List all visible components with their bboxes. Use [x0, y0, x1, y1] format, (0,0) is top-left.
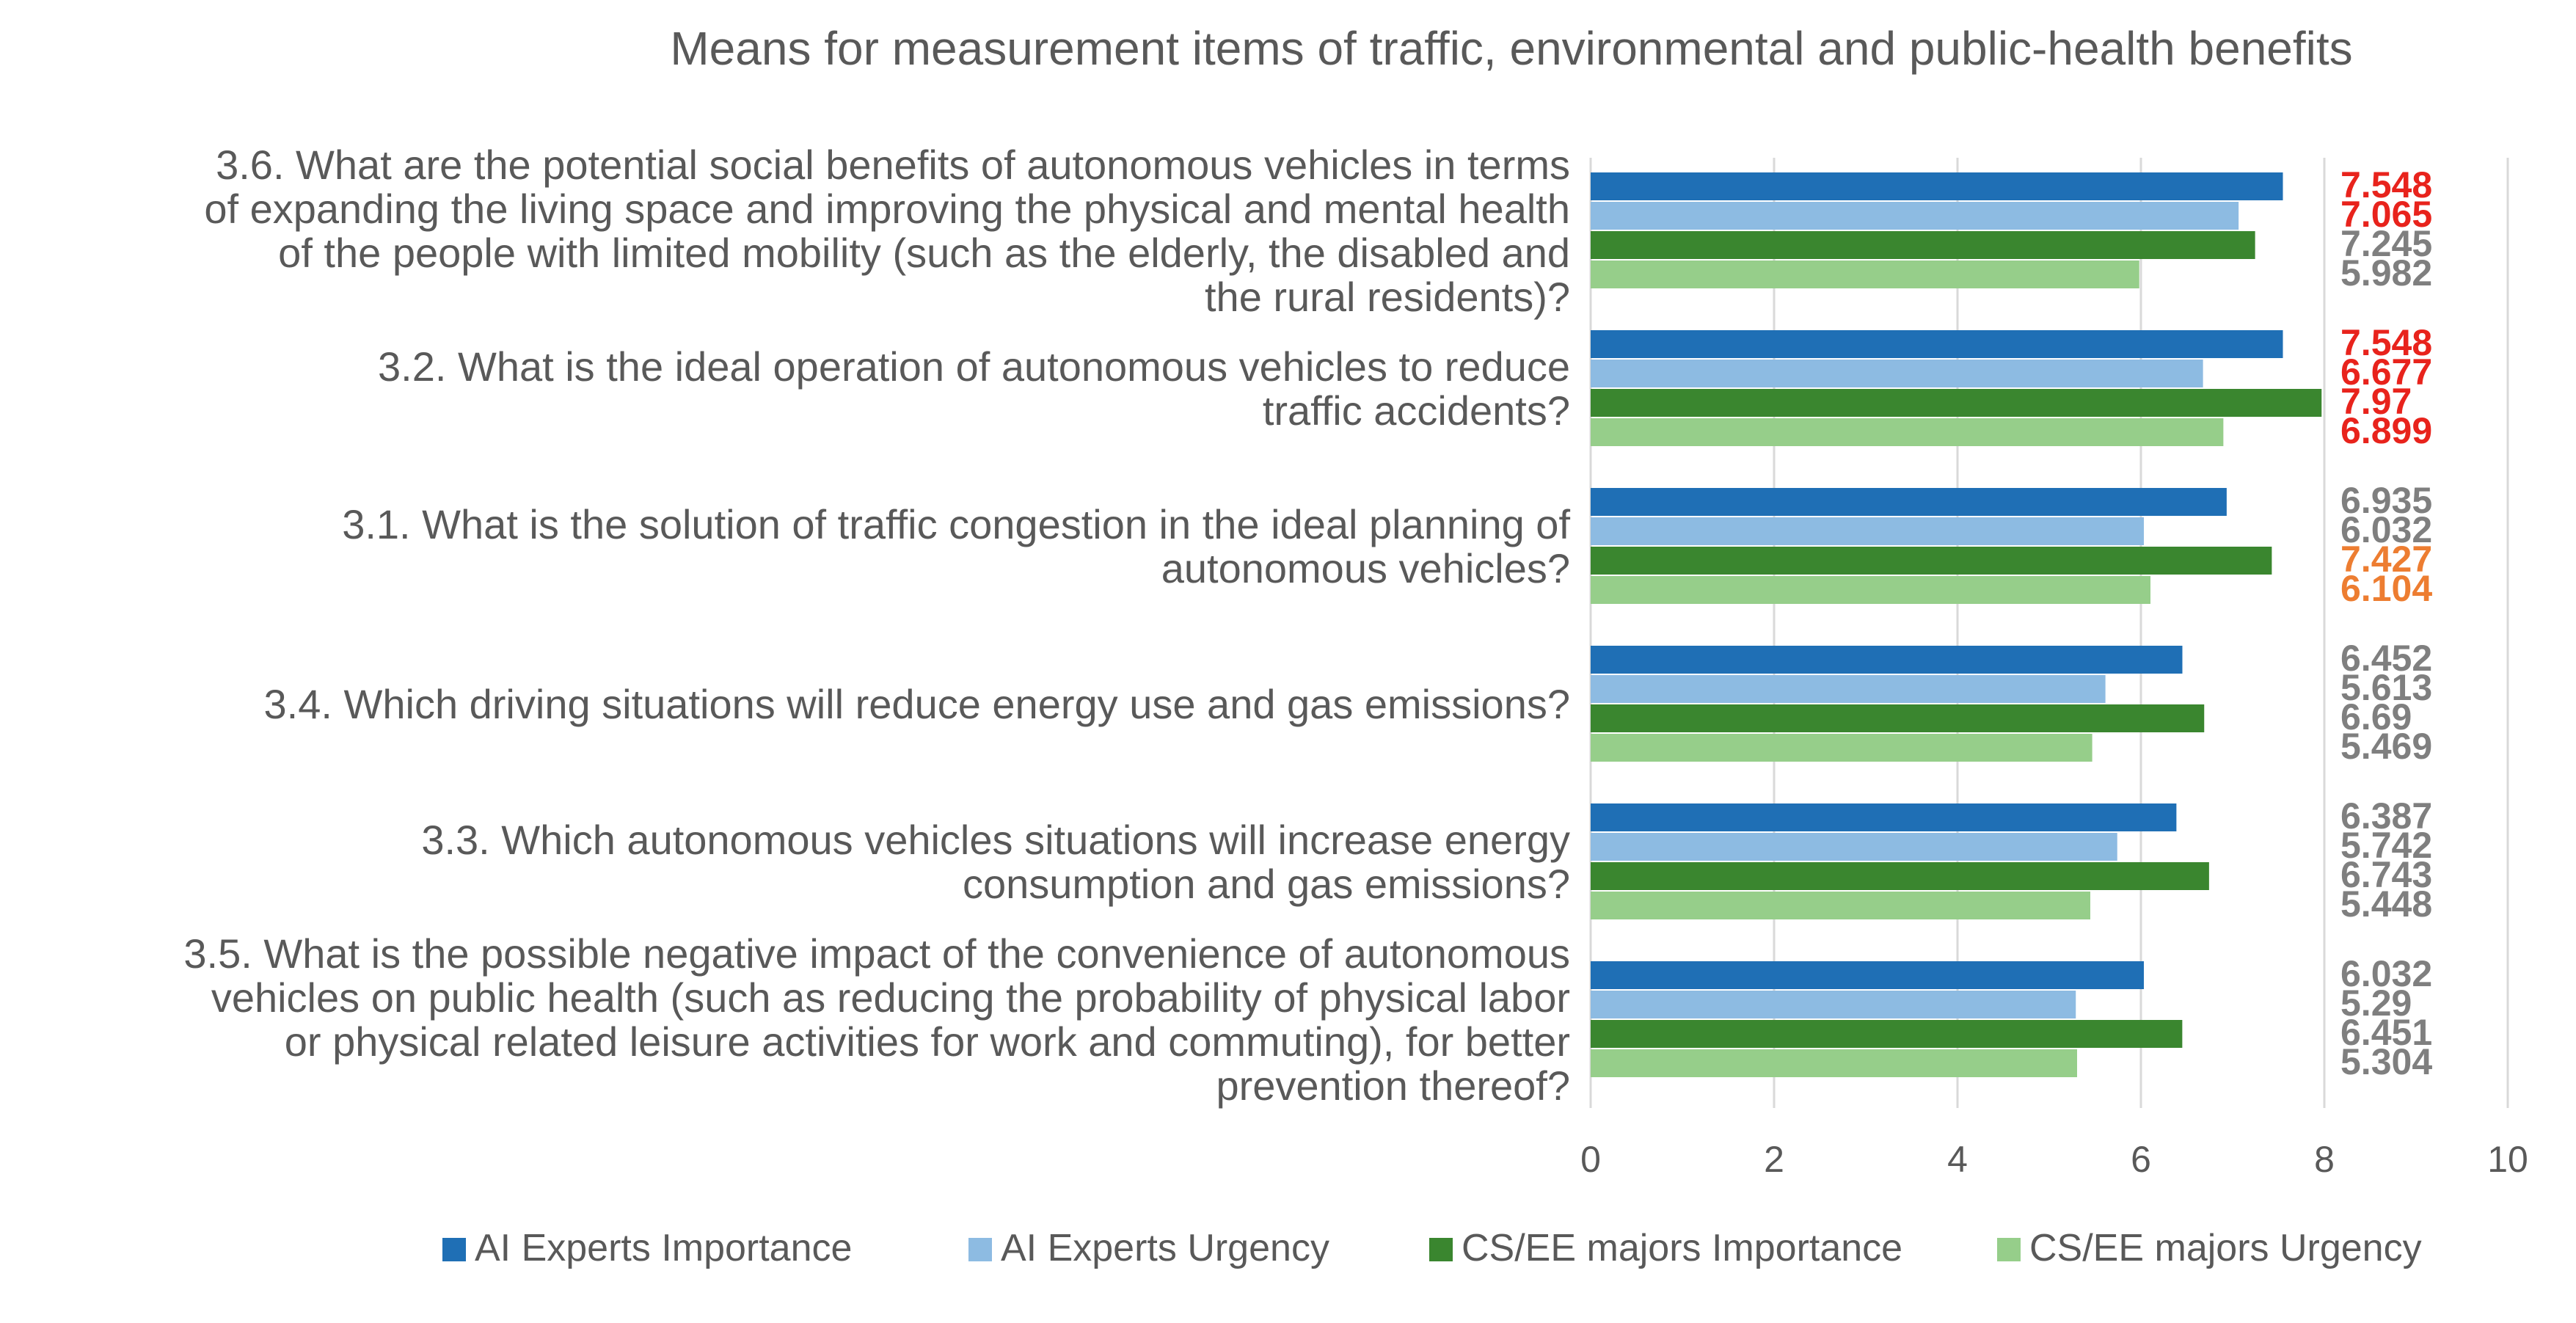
- data-label: 5.982: [2340, 252, 2432, 294]
- x-tick-label: 10: [2487, 1139, 2528, 1180]
- bar: [1591, 1049, 2077, 1077]
- category-label: prevention thereof?: [1216, 1063, 1570, 1109]
- category-label: 3.2. What is the ideal operation of auto…: [378, 343, 1570, 390]
- legend-label: AI Experts Importance: [475, 1227, 852, 1269]
- legend: AI Experts Importance AI Experts Urgency C…: [442, 1227, 2422, 1269]
- bar: [1591, 961, 2144, 989]
- x-tick-label: 4: [1947, 1139, 1968, 1180]
- category-label: traffic accidents?: [1263, 387, 1570, 434]
- bar: [1591, 862, 2209, 890]
- legend-swatch: [968, 1238, 992, 1261]
- data-label: 7.548: [2340, 164, 2432, 205]
- legend-swatch: [1997, 1238, 2021, 1261]
- data-label: 6.69: [2340, 696, 2412, 737]
- bar: [1591, 833, 2117, 861]
- data-label: 6.451: [2340, 1012, 2432, 1053]
- bar: [1591, 517, 2144, 545]
- category-label: 3.3. Which autonomous vehicles situation…: [421, 817, 1570, 863]
- x-axis: 0 2 4 6 8 10: [1580, 1139, 2528, 1180]
- bar: [1591, 172, 2283, 200]
- bar: [1591, 1020, 2183, 1048]
- data-label: 7.548: [2340, 322, 2432, 363]
- data-label: 6.677: [2340, 351, 2432, 393]
- category-label: 3.6. What are the potential social benef…: [216, 142, 1570, 188]
- bar: [1591, 892, 2090, 919]
- bar: [1591, 803, 2177, 831]
- bar: [1591, 231, 2255, 259]
- category-label: of expanding the living space and improv…: [204, 186, 1570, 232]
- data-label: 6.032: [2340, 509, 2432, 550]
- legend-label: CS/EE majors Importance: [1462, 1227, 1902, 1269]
- data-label: 6.743: [2340, 854, 2432, 895]
- category-labels: 3.6. What are the potential social benef…: [183, 142, 1570, 1109]
- category-label: consumption and gas emissions?: [963, 861, 1570, 907]
- data-label: 6.104: [2340, 568, 2432, 609]
- x-tick-label: 0: [1580, 1139, 1601, 1180]
- category-label: 3.5. What is the possible negative impac…: [183, 930, 1570, 977]
- category-label: the rural residents)?: [1205, 274, 1570, 320]
- data-label: 6.387: [2340, 795, 2432, 837]
- category-label: autonomous vehicles?: [1161, 545, 1570, 591]
- bar: [1591, 389, 2322, 417]
- data-label: 6.452: [2340, 638, 2432, 679]
- category-label: 3.1. What is the solution of traffic con…: [342, 501, 1570, 547]
- bar: [1591, 576, 2150, 604]
- x-tick-label: 8: [2314, 1139, 2335, 1180]
- bar: [1591, 991, 2076, 1018]
- x-tick-label: 6: [2131, 1139, 2151, 1180]
- chart-title: Means for measurement items of traffic, …: [670, 22, 2352, 75]
- data-label: 5.304: [2340, 1041, 2432, 1082]
- x-tick-label: 2: [1764, 1139, 1784, 1180]
- bar: [1591, 260, 2139, 288]
- bar: [1591, 547, 2272, 575]
- bar: [1591, 646, 2183, 674]
- data-label: 5.448: [2340, 883, 2432, 925]
- data-label: 6.032: [2340, 953, 2432, 994]
- data-label: 7.97: [2340, 381, 2412, 422]
- bar: [1591, 360, 2203, 387]
- data-label: 5.613: [2340, 667, 2432, 708]
- value-labels: 7.5487.0657.2455.9827.5486.6777.976.8996…: [2340, 164, 2432, 1082]
- bar: [1591, 418, 2224, 446]
- legend-label: AI Experts Urgency: [1001, 1227, 1329, 1269]
- category-label: or physical related leisure activities f…: [285, 1018, 1570, 1065]
- category-label: 3.4. Which driving situations will reduc…: [264, 681, 1570, 727]
- data-label: 7.427: [2340, 539, 2432, 580]
- legend-label: CS/EE majors Urgency: [2029, 1227, 2422, 1269]
- category-label: vehicles on public health (such as reduc…: [211, 974, 1570, 1021]
- bar: [1591, 330, 2283, 358]
- legend-swatch: [442, 1238, 466, 1261]
- gridlines: [1589, 158, 2509, 1108]
- bar: [1591, 704, 2205, 732]
- data-label: 6.899: [2340, 410, 2432, 451]
- data-label: 7.245: [2340, 223, 2432, 264]
- data-label: 5.742: [2340, 825, 2432, 866]
- bar: [1591, 488, 2227, 516]
- data-label: 5.469: [2340, 726, 2432, 767]
- bar: [1591, 202, 2239, 230]
- category-label: of the people with limited mobility (suc…: [278, 230, 1570, 276]
- legend-swatch: [1429, 1238, 1453, 1261]
- data-label: 7.065: [2340, 194, 2432, 235]
- data-label: 6.935: [2340, 480, 2432, 521]
- data-label: 5.29: [2340, 983, 2412, 1024]
- bar: [1591, 675, 2106, 703]
- bars: [1591, 172, 2322, 1077]
- bar: [1591, 734, 2092, 762]
